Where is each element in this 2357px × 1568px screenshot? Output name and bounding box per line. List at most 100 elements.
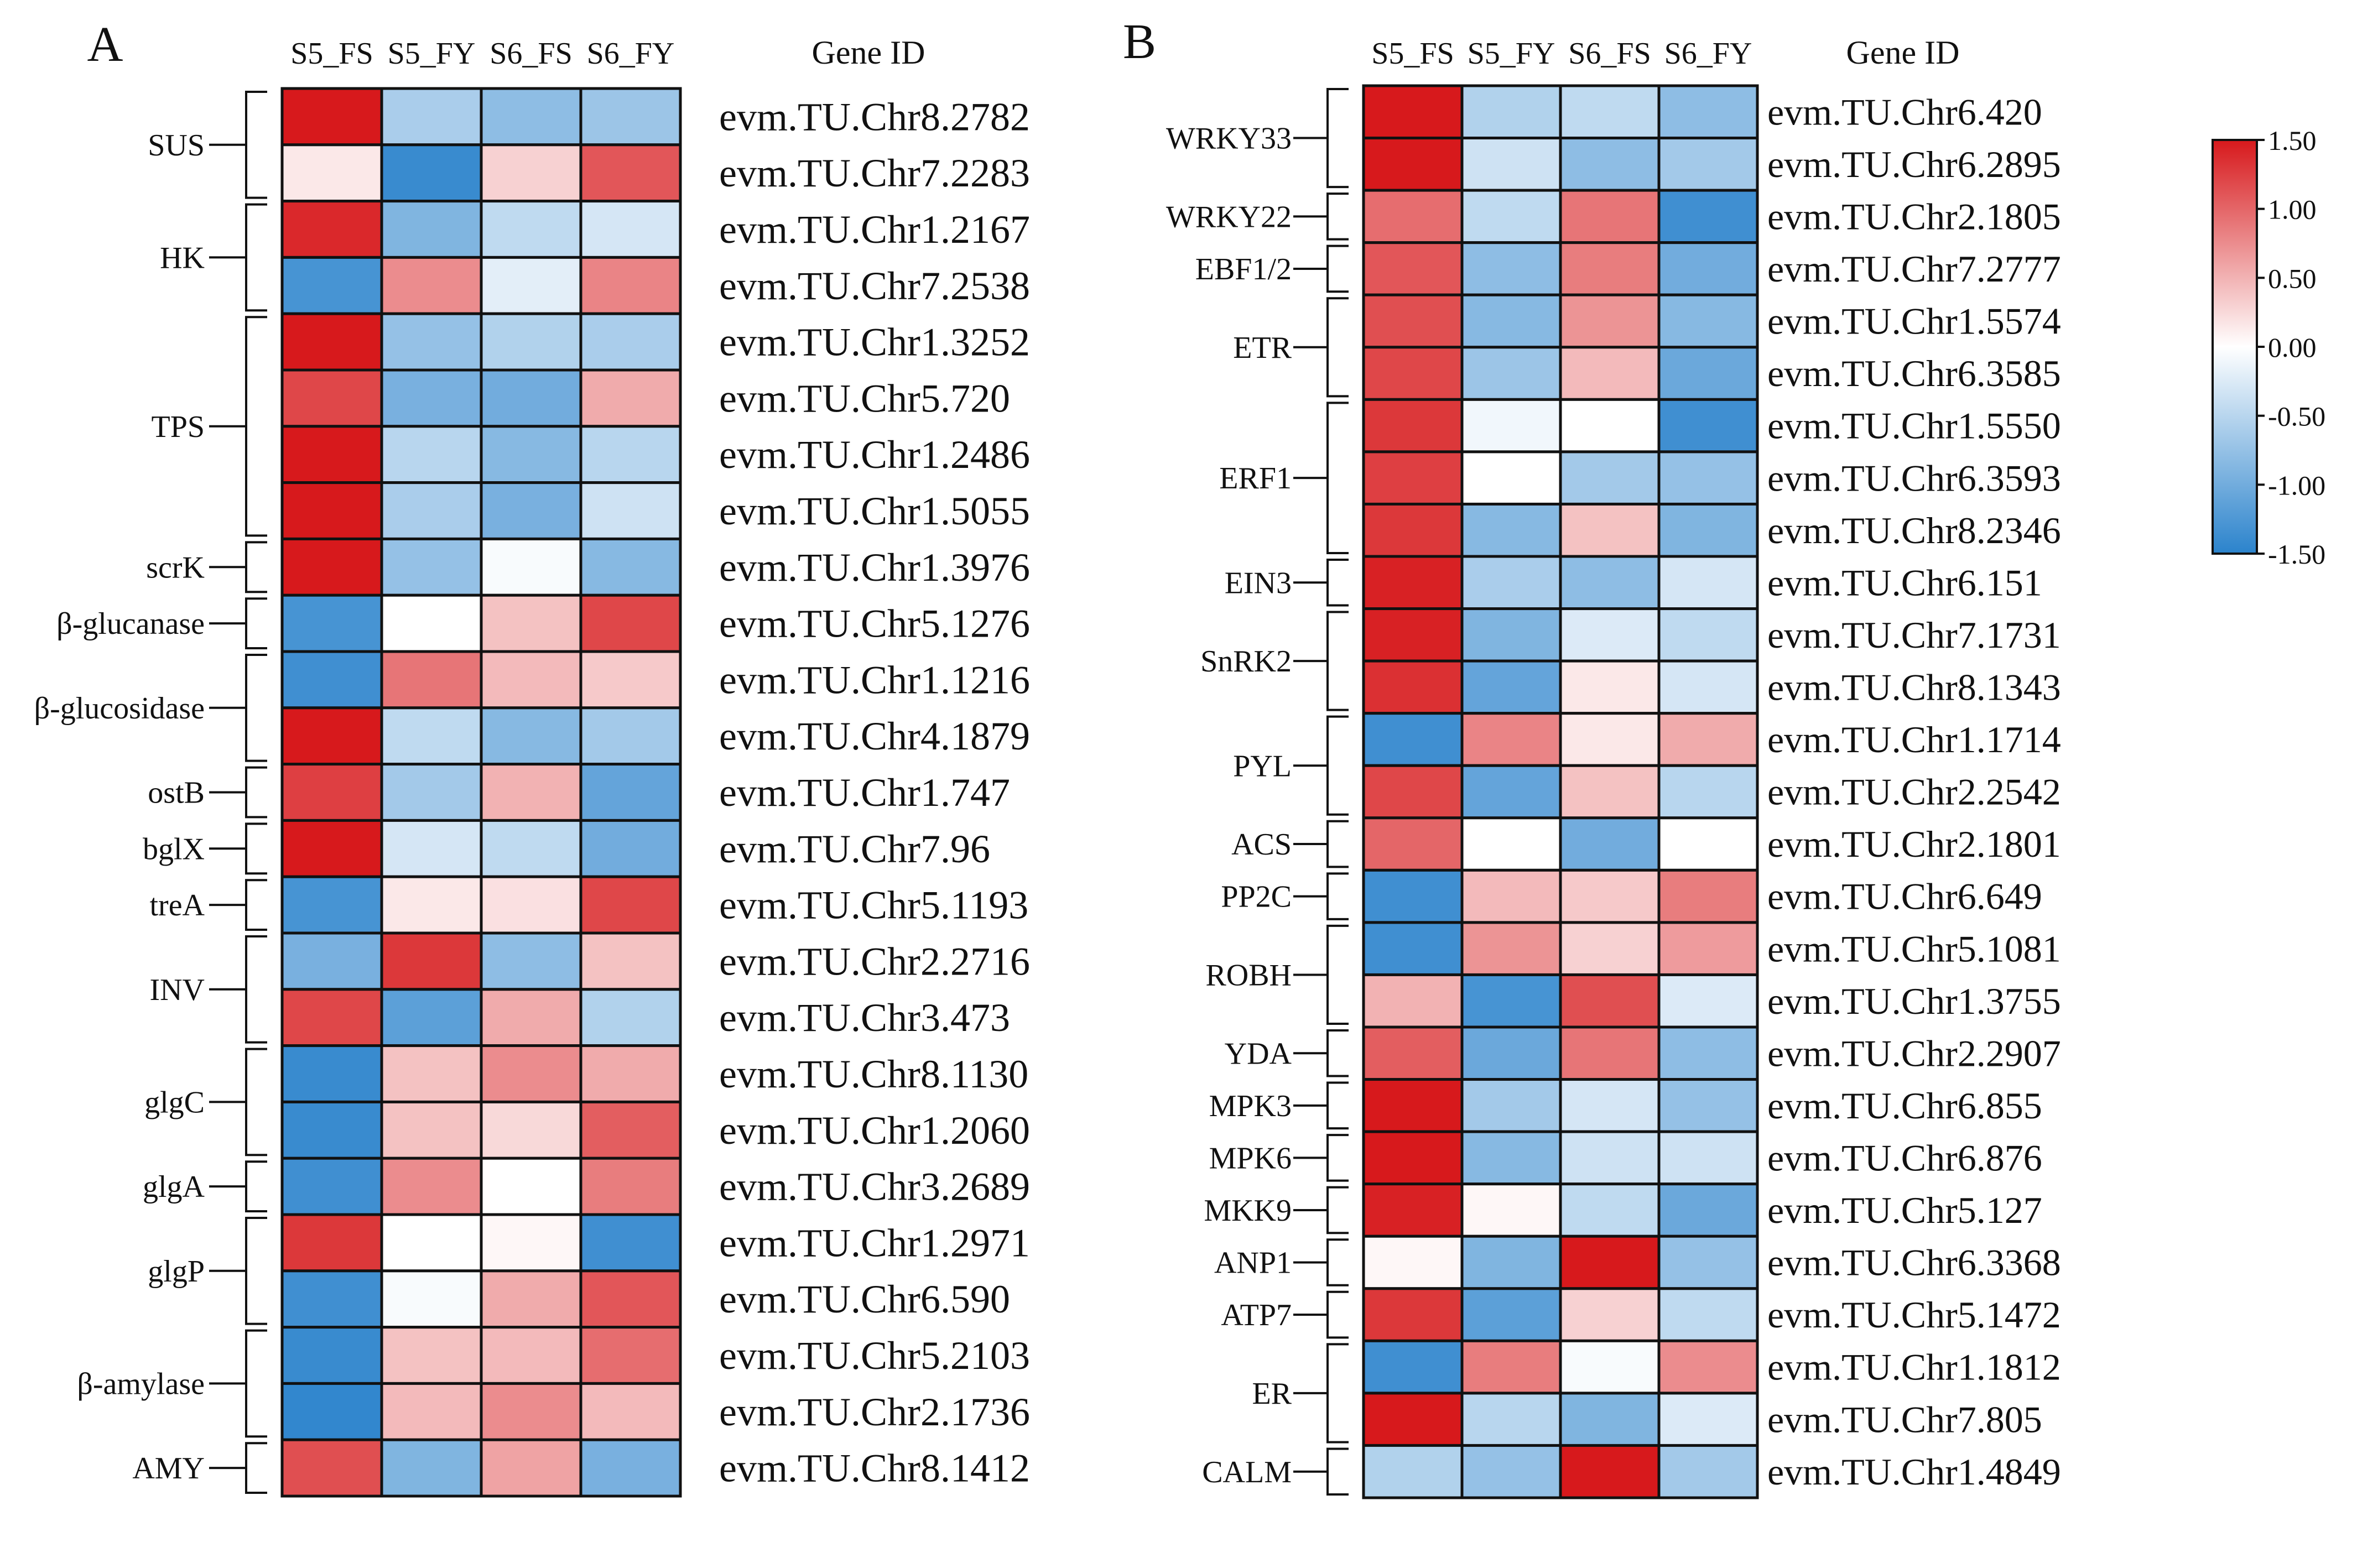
colorbar-tick-label: -1.50: [2268, 539, 2325, 570]
group-bracket-HK: HK: [160, 203, 267, 312]
heatmap-cell: [1362, 921, 1464, 976]
heatmap-row: evm.TU.Chr1.5550: [1362, 398, 2061, 454]
heatmap-cell: [579, 706, 682, 766]
heatmap-cell: [1362, 712, 1464, 767]
heatmap-cell: [579, 1269, 682, 1329]
heatmap-cell: [280, 1044, 383, 1103]
heatmap-cell: [579, 256, 682, 315]
heatmap-cell: [579, 312, 682, 372]
heatmap-row: evm.TU.Chr8.1343: [1362, 659, 2061, 715]
heatmap-cell: [480, 312, 582, 372]
group-label: ATP7: [1221, 1298, 1292, 1332]
bracket-line: [245, 1442, 267, 1494]
group-bracket-AMY: AMY: [132, 1442, 267, 1494]
heatmap-row: evm.TU.Chr1.5574: [1362, 293, 2061, 349]
heatmap-cell: [1362, 1182, 1464, 1238]
heatmap-row: evm.TU.Chr8.2782: [280, 87, 1030, 147]
group-bracket-ER: ER: [1252, 1343, 1349, 1444]
gene-id-label: evm.TU.Chr8.2346: [1767, 509, 2061, 551]
group-label: glgP: [148, 1254, 205, 1289]
heatmap-cell: [1657, 1287, 1759, 1342]
heatmap-row: evm.TU.Chr5.2103: [280, 1326, 1030, 1385]
group-bracket-MPK3: MPK3: [1209, 1081, 1349, 1130]
heatmap-cell: [1657, 346, 1759, 401]
heatmap-cell: [1559, 1234, 1661, 1290]
heatmap-cell: [480, 425, 582, 485]
gene-id-label: evm.TU.Chr6.855: [1767, 1085, 2042, 1127]
heatmap-cell: [1559, 189, 1661, 244]
heatmap-cell: [1362, 450, 1464, 506]
heatmap-cell: [380, 425, 483, 485]
bracket-line: [1326, 1290, 1349, 1339]
gene-id-label: evm.TU.Chr1.5055: [719, 489, 1030, 533]
gene-id-label: evm.TU.Chr2.2542: [1767, 771, 2061, 813]
group-label: SnRK2: [1200, 644, 1292, 679]
heatmap-cell: [1460, 868, 1562, 924]
gene-id-label: evm.TU.Chr1.2971: [719, 1221, 1030, 1265]
group-bracket-β-glucosidase: β-glucosidase: [34, 654, 267, 762]
heatmap-cell: [280, 763, 383, 822]
heatmap-cell: [280, 1269, 383, 1329]
heatmap-cell: [280, 256, 383, 315]
heatmap-cell: [1559, 1025, 1661, 1081]
gene-id-label: evm.TU.Chr1.3976: [719, 545, 1030, 590]
gene-id-label: evm.TU.Chr7.2283: [719, 151, 1030, 195]
heatmap-cell: [1657, 502, 1759, 558]
group-bracket-ostB: ostB: [148, 766, 267, 819]
heatmap-cell: [380, 1157, 483, 1216]
heatmap-row: evm.TU.Chr1.2060: [280, 1100, 1030, 1160]
bracket-line: [1326, 1238, 1349, 1286]
heatmap-cell: [1460, 1025, 1562, 1081]
heatmap-cell: [1657, 450, 1759, 506]
group-bracket-EBF1/2: EBF1/2: [1195, 244, 1349, 293]
heatmap-cell: [480, 368, 582, 428]
heatmap-row: evm.TU.Chr8.1130: [280, 1044, 1028, 1103]
bracket-line: [1326, 924, 1349, 1025]
gene-id-label: evm.TU.Chr6.590: [719, 1277, 1010, 1321]
heatmap-cell: [1460, 973, 1562, 1029]
gene-id-label: evm.TU.Chr1.4849: [1767, 1451, 2061, 1493]
heatmap-cell: [1460, 1078, 1562, 1133]
heatmap-cell: [1362, 1234, 1464, 1290]
heatmap-cell: [380, 1382, 483, 1441]
heatmap-cell: [380, 763, 483, 822]
bracket-line: [245, 1217, 267, 1325]
heatmap-row: evm.TU.Chr1.1714: [1362, 712, 2061, 767]
group-bracket-CALM: CALM: [1202, 1447, 1349, 1496]
panel-label: A: [87, 17, 123, 72]
heatmap-cell: [1657, 712, 1759, 767]
heatmap-row: evm.TU.Chr1.3976: [280, 537, 1030, 597]
heatmap-cell: [1657, 973, 1759, 1029]
gene-id-header: Gene ID: [1846, 34, 1960, 71]
gene-id-label: evm.TU.Chr5.127: [1767, 1189, 2042, 1231]
group-label: PP2C: [1221, 880, 1292, 914]
heatmap-cell: [1362, 1025, 1464, 1081]
heatmap-cell: [1559, 1182, 1661, 1238]
heatmap-cell: [1657, 555, 1759, 611]
heatmap-cell: [380, 1438, 483, 1498]
heatmap-cell: [1559, 450, 1661, 506]
gene-id-label: evm.TU.Chr1.1216: [719, 658, 1030, 702]
group-label: PYL: [1233, 749, 1292, 783]
panel-label: B: [1123, 14, 1156, 69]
column-label-S6_FY: S6_FY: [587, 37, 675, 71]
heatmap-cell: [1362, 555, 1464, 611]
group-label: INV: [149, 973, 205, 1007]
heatmap-cell: [1460, 1182, 1562, 1238]
group-bracket-ERF1: ERF1: [1219, 402, 1349, 554]
heatmap-cell: [380, 1326, 483, 1385]
group-label: EIN3: [1225, 566, 1292, 600]
heatmap-cell: [1362, 84, 1464, 140]
gene-id-label: evm.TU.Chr7.805: [1767, 1398, 2042, 1440]
heatmap-row: evm.TU.Chr2.2907: [1362, 1025, 2061, 1081]
heatmap-cell: [1657, 1392, 1759, 1447]
heatmap-cell: [579, 368, 682, 428]
group-label: β-glucanase: [56, 607, 205, 641]
bracket-line: [1326, 611, 1349, 711]
heatmap-cell: [1657, 293, 1759, 349]
heatmap-cell: [579, 763, 682, 822]
heatmap-cell: [480, 819, 582, 878]
heatmap-cell: [1559, 1130, 1661, 1186]
heatmap-cell: [380, 368, 483, 428]
group-label: ETR: [1233, 331, 1292, 365]
